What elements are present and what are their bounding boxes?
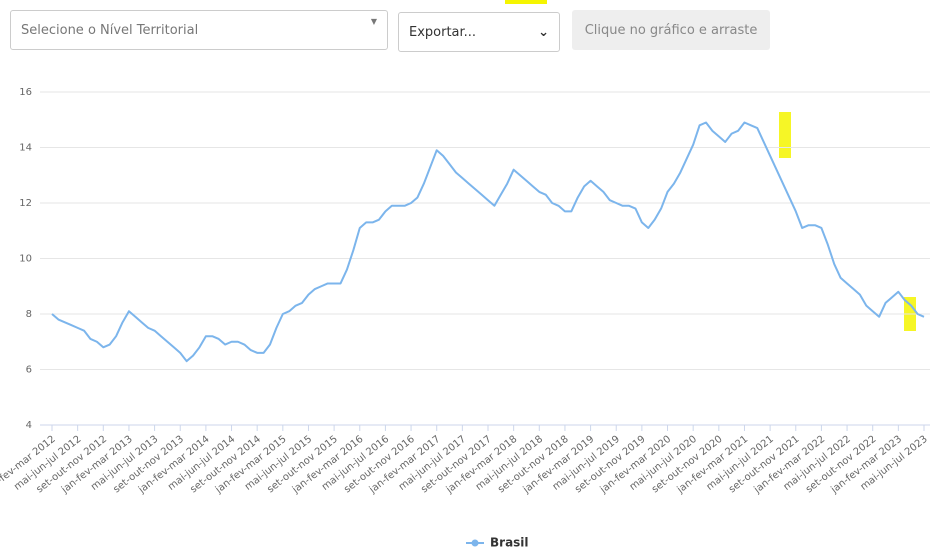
select-text: Exportar...	[409, 24, 477, 40]
y-tick-label: 14	[19, 143, 32, 154]
series-line	[51, 121, 925, 363]
y-tick-label: 16	[19, 87, 32, 98]
zoom-hint[interactable]: Clique no gráfico e arraste	[572, 10, 770, 50]
select-arrow: ⌄	[538, 24, 549, 40]
legend-label: Brasil	[490, 536, 529, 547]
hint-text: Clique no gráfico e arraste	[584, 22, 758, 38]
y-tick-label: 4	[26, 420, 32, 431]
territory-select[interactable]: Selecione o Nível Territorial ▼	[10, 10, 388, 50]
legend-marker	[471, 539, 479, 547]
y-tick-label: 10	[19, 254, 32, 265]
select-text: Selecione o Nível Territorial	[21, 22, 199, 38]
y-tick-label: 6	[26, 365, 32, 376]
export-select[interactable]: Exportar... ⌄	[398, 12, 560, 52]
highlight	[505, 0, 547, 4]
y-tick-label: 8	[26, 309, 32, 320]
y-tick-label: 12	[19, 198, 32, 209]
highlight	[779, 112, 791, 158]
select-arrow: ▼	[370, 17, 377, 26]
legend: Brasil	[466, 536, 529, 547]
